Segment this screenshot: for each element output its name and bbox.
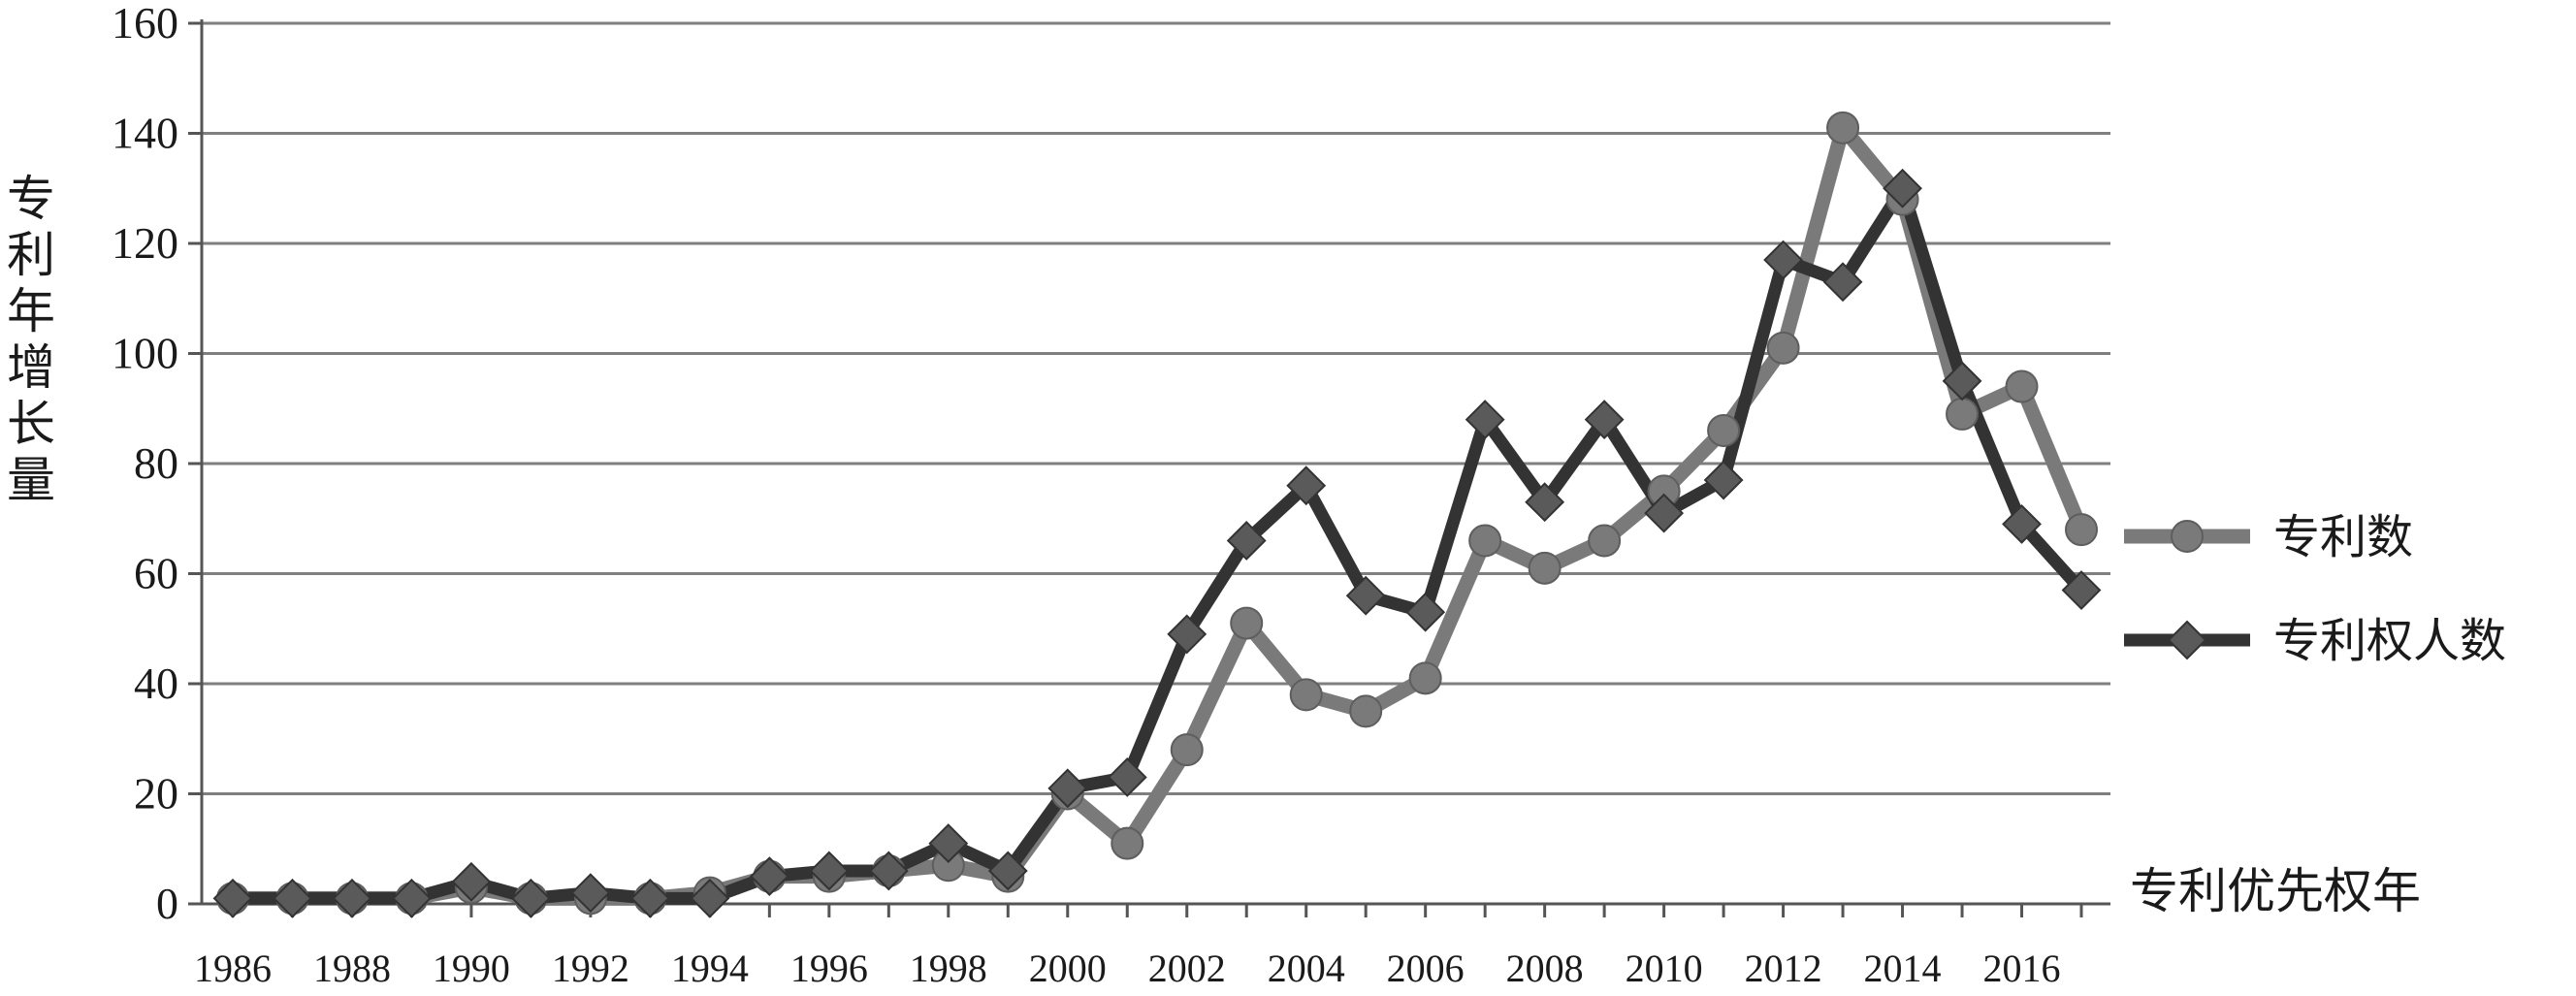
x-tick-label: 1994 <box>671 947 749 990</box>
x-tick-label: 2008 <box>1506 947 1584 990</box>
x-tick-label: 2014 <box>1864 947 1942 990</box>
data-point-series-1 <box>1468 524 1502 558</box>
y-tick-label: 100 <box>112 329 178 378</box>
data-point-series-2 <box>868 851 909 891</box>
x-tick-label: 1990 <box>433 947 510 990</box>
legend-label: 专利权人数 <box>2273 614 2506 668</box>
data-point-series-2 <box>928 823 969 863</box>
y-tick-label: 20 <box>134 769 178 819</box>
data-point-series-2 <box>2061 570 2102 610</box>
y-tick-label: 60 <box>134 549 178 598</box>
y-tick-label: 140 <box>112 109 178 158</box>
data-point-series-1 <box>1349 694 1383 728</box>
data-point-series-1 <box>1289 678 1323 712</box>
data-point-series-2 <box>690 878 730 918</box>
y-tick-label: 40 <box>134 659 178 708</box>
data-point-series-2 <box>1047 768 1088 809</box>
data-point-series-2 <box>392 878 432 918</box>
data-point-series-1 <box>1588 524 1622 558</box>
x-tick-label: 2000 <box>1029 947 1107 990</box>
data-point-series-2 <box>809 851 850 891</box>
x-tick-label: 1996 <box>790 947 868 990</box>
data-point-series-1 <box>1111 826 1144 860</box>
data-point-series-2 <box>1763 240 1803 280</box>
data-point-series-2 <box>1345 575 1386 616</box>
legend-swatch-marker <box>2167 620 2207 660</box>
data-point-series-2 <box>451 861 492 902</box>
legend-swatch-marker <box>2171 520 2204 553</box>
data-point-series-2 <box>629 878 670 918</box>
data-point-series-2 <box>332 878 372 918</box>
data-point-series-1 <box>1230 606 1264 640</box>
x-tick-label: 2006 <box>1387 947 1465 990</box>
y-tick-label: 0 <box>156 879 178 928</box>
data-point-series-2 <box>749 856 789 897</box>
data-point-series-1 <box>1826 111 1860 145</box>
data-point-series-2 <box>1584 400 1625 440</box>
data-point-series-2 <box>1703 460 1744 500</box>
y-tick-label: 80 <box>134 438 178 488</box>
data-point-series-2 <box>273 878 312 918</box>
data-point-series-2 <box>570 873 611 914</box>
y-axis-title: 专利年增长量 <box>7 171 55 508</box>
axes: 0 20 40 60 80 100 120 140 160 1986 1988 1990 1992 199… <box>112 0 2110 990</box>
data-point-series-2 <box>1226 521 1267 561</box>
data-point-series-2 <box>1822 262 1863 303</box>
gridlines <box>202 21 2110 795</box>
data-point-series-2 <box>1644 493 1685 533</box>
x-tick-label: 2016 <box>1983 947 2061 990</box>
data-point-series-2 <box>1942 361 1982 402</box>
data-point-series-1 <box>2065 513 2098 547</box>
x-tick-label: 2004 <box>1268 947 1345 990</box>
y-tick-label: 160 <box>112 0 178 48</box>
x-tick-label: 2010 <box>1626 947 1703 990</box>
data-point-series-2 <box>1883 168 1922 209</box>
data-point-series-1 <box>1408 661 1442 695</box>
data-point-series-1 <box>1170 733 1204 767</box>
data-point-series-1 <box>1766 331 1800 365</box>
data-point-series-2 <box>1167 614 1208 655</box>
x-tick-label: 2012 <box>1745 947 1822 990</box>
data-point-series-1 <box>1946 397 1980 431</box>
data-point-series-2 <box>1107 757 1147 797</box>
data-point-series-2 <box>2002 504 2042 544</box>
data-point-series-1 <box>2005 369 2039 403</box>
data-point-series-2 <box>1286 466 1327 506</box>
series-markers <box>212 111 2102 918</box>
x-axis-title: 专利优先权年 <box>2130 863 2421 919</box>
legend-label: 专利数 <box>2273 510 2413 564</box>
x-tick-label: 1992 <box>552 947 629 990</box>
data-point-series-2 <box>212 878 253 918</box>
x-tick-label: 1998 <box>910 947 987 990</box>
data-point-series-2 <box>1405 592 1446 632</box>
data-point-series-2 <box>987 851 1028 891</box>
x-tick-label: 1988 <box>313 947 391 990</box>
x-tick-label: 1986 <box>194 947 272 990</box>
y-tick-label: 120 <box>112 218 178 268</box>
data-point-series-2 <box>511 878 551 918</box>
x-tick-label: 2002 <box>1148 947 1226 990</box>
data-point-series-1 <box>1707 413 1741 447</box>
data-point-series-2 <box>1465 400 1505 440</box>
data-point-series-1 <box>1528 551 1562 585</box>
data-point-series-2 <box>1525 482 1565 523</box>
